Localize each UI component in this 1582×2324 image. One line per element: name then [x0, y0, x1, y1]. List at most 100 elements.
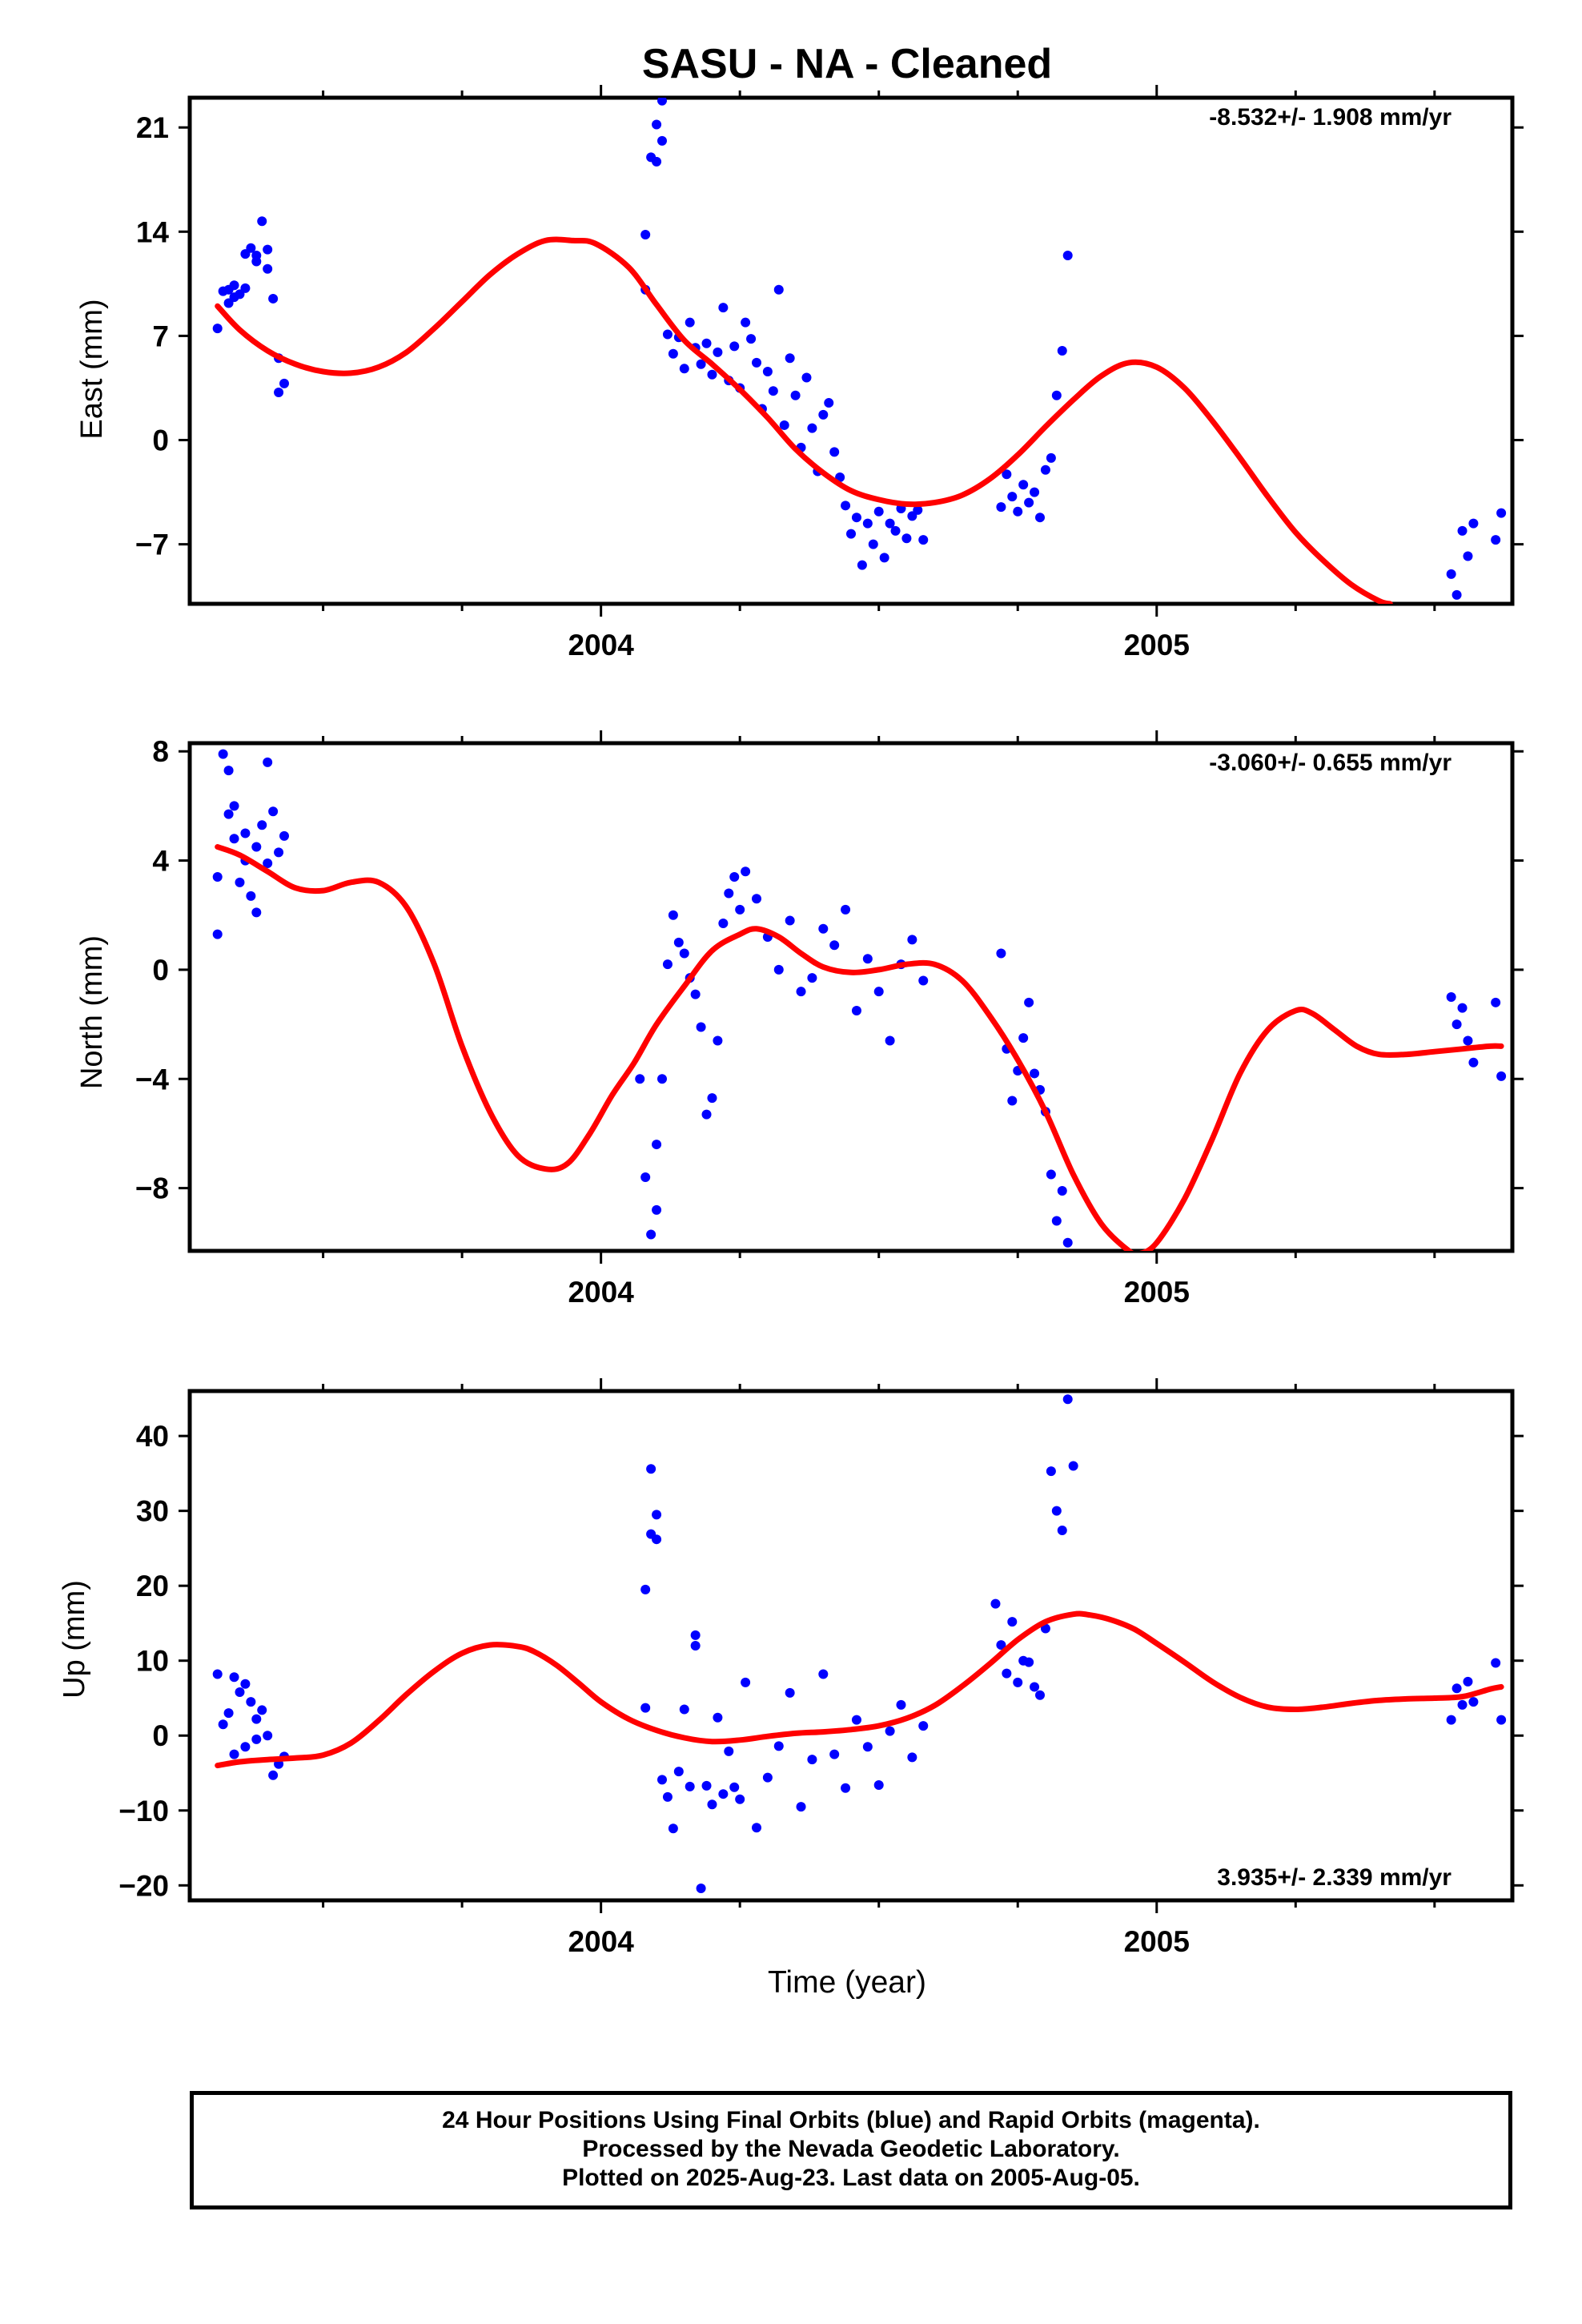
up-data-point — [1457, 1699, 1468, 1710]
north-data-point — [229, 834, 239, 844]
up-data-point — [690, 1630, 701, 1640]
east-data-point — [762, 367, 773, 377]
east-data-point — [279, 378, 289, 388]
up-data-point — [218, 1719, 228, 1730]
north-data-point — [873, 987, 884, 997]
up-data-point — [1068, 1461, 1078, 1471]
north-plot-area: −8 −4 0 4 8 2004 2005 — [135, 730, 1524, 1309]
east-data-point — [752, 357, 761, 368]
up-data-point — [240, 1679, 251, 1689]
east-data-point — [807, 423, 817, 433]
east-data-point — [901, 533, 912, 544]
north-data-point — [718, 918, 729, 928]
east-data-point — [652, 156, 662, 167]
up-data-point — [1491, 1658, 1501, 1668]
up-data-point — [885, 1726, 895, 1736]
up-data-point — [990, 1598, 1001, 1609]
north-data-point — [1446, 992, 1456, 1002]
east-data-point — [851, 513, 861, 523]
north-y-axis-label: North (mm) — [75, 935, 109, 1089]
north-data-point — [1463, 1035, 1473, 1046]
east-data-point — [696, 359, 706, 369]
east-data-point — [1040, 464, 1050, 475]
north-data-point — [1062, 1237, 1073, 1248]
north-data-point — [679, 948, 689, 959]
up-data-point — [762, 1772, 773, 1783]
east-rate-label: -8.532+/- 1.908 mm/yr — [1209, 104, 1452, 131]
east-data-point — [862, 518, 873, 529]
up-data-point — [257, 1705, 267, 1715]
east-data-point — [707, 369, 717, 380]
east-data-point — [701, 338, 712, 348]
east-data-point — [918, 535, 929, 545]
up-data-point — [735, 1794, 745, 1804]
east-data-point — [640, 230, 651, 240]
up-data-point — [773, 1741, 784, 1751]
up-data-point — [685, 1781, 695, 1791]
east-plot-area: −7 0 7 14 21 2004 2005 — [135, 85, 1524, 661]
up-data-point — [741, 1677, 751, 1687]
north-data-point — [251, 842, 262, 852]
north-data-point — [263, 858, 273, 868]
up-data-point — [662, 1791, 673, 1802]
up-x-tick-label: 2005 — [1124, 1925, 1190, 1958]
east-data-point — [913, 505, 923, 515]
north-data-point — [668, 910, 678, 920]
east-data-point — [1018, 480, 1029, 490]
east-data-point — [790, 390, 801, 400]
east-data-point — [857, 560, 867, 570]
up-data-point — [729, 1782, 740, 1792]
north-model-curve — [215, 844, 1504, 1251]
north-data-point — [690, 989, 701, 999]
east-data-point — [829, 447, 840, 457]
north-data-point — [818, 923, 829, 934]
up-data-point — [640, 1584, 651, 1594]
up-y-axis-label: Up (mm) — [58, 1580, 91, 1699]
north-data-point — [841, 904, 851, 915]
east-data-point — [818, 409, 829, 420]
east-x-tick-label: 2004 — [568, 629, 634, 661]
up-data-point — [251, 1734, 262, 1744]
footer-line-plotted: Plotted on 2025-Aug-23. Last data on 200… — [562, 2165, 1140, 2191]
panel-east: -8.532+/- 1.908 mm/yr East (mm) −7 0 7 14 21… — [75, 85, 1524, 661]
north-data-point — [707, 1093, 717, 1104]
east-data-point — [1057, 346, 1067, 356]
up-data-point — [807, 1755, 817, 1765]
east-data-point — [657, 135, 667, 146]
up-data-point — [657, 1775, 667, 1785]
up-data-point — [1446, 1715, 1456, 1725]
up-data-point — [1057, 1525, 1067, 1535]
up-data-point — [785, 1687, 795, 1698]
east-data-point — [873, 506, 884, 517]
east-data-point — [868, 539, 878, 549]
north-data-point — [652, 1204, 662, 1215]
north-y-tick-label: −4 — [135, 1063, 170, 1096]
east-data-point — [668, 348, 678, 359]
north-data-point — [235, 877, 245, 887]
east-data-point — [1468, 518, 1479, 529]
up-data-point — [690, 1641, 701, 1651]
east-data-point — [773, 284, 784, 295]
up-data-point — [1452, 1683, 1462, 1694]
up-data-point — [229, 1672, 239, 1683]
up-data-point — [1463, 1676, 1473, 1687]
east-data-point — [1035, 513, 1045, 523]
up-data-point — [818, 1669, 829, 1679]
up-data-point — [752, 1823, 761, 1833]
footer-line-orbits: 24 Hour Positions Using Final Orbits (bl… — [442, 2107, 1260, 2133]
north-data-point — [1018, 1033, 1029, 1043]
up-data-point — [718, 1789, 729, 1799]
east-data-point — [274, 388, 284, 398]
north-data-point — [907, 935, 917, 945]
east-data-point — [1452, 589, 1462, 600]
chart-title: SASU - NA - Cleaned — [642, 41, 1052, 87]
up-y-tick-label: 10 — [136, 1645, 169, 1678]
east-y-tick-label: 14 — [136, 215, 170, 248]
up-data-point — [646, 1464, 656, 1474]
north-data-point — [1046, 1169, 1056, 1180]
up-data-point — [263, 1731, 273, 1741]
east-data-point — [652, 119, 662, 130]
east-data-point — [662, 329, 673, 340]
up-data-point — [1051, 1506, 1062, 1516]
east-data-point — [768, 386, 778, 396]
